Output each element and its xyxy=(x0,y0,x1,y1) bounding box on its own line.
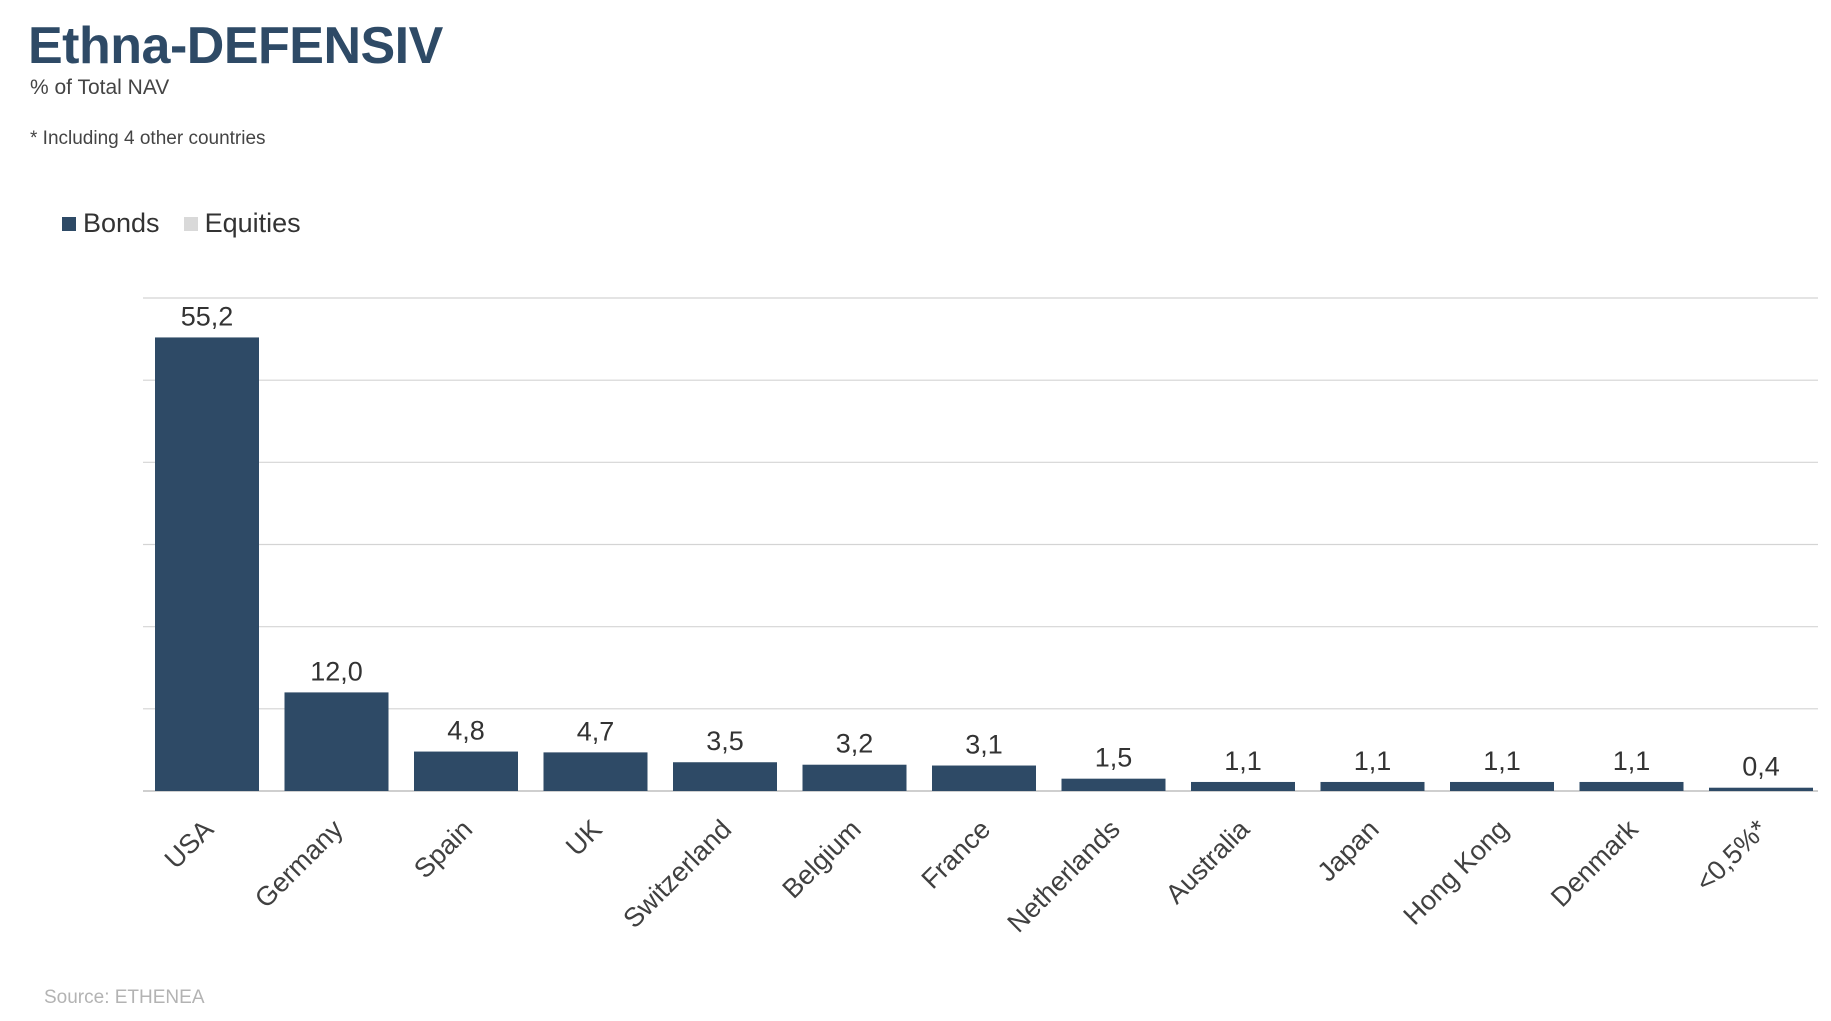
x-tick-label: Australia xyxy=(1160,813,1256,909)
bar-spain xyxy=(414,751,518,791)
legend-label-equities: Equities xyxy=(204,208,301,238)
chart-title: Ethna-DEFENSIV xyxy=(28,17,443,75)
legend-item-bonds: Bonds xyxy=(62,208,160,239)
bar-france xyxy=(932,765,1036,791)
data-label: 1,1 xyxy=(1224,746,1262,776)
bar-usa xyxy=(155,337,259,791)
bar-germany xyxy=(284,692,389,791)
legend-swatch-bonds xyxy=(62,216,76,231)
bar-netherlands xyxy=(1061,778,1166,791)
bar-belgium xyxy=(802,764,907,791)
data-label: 3,2 xyxy=(836,729,874,759)
chart-footnote: * Including 4 other countries xyxy=(30,128,266,149)
legend-swatch-equities xyxy=(183,216,198,231)
x-tick-label: Belgium xyxy=(777,814,867,904)
legend-label-bonds: Bonds xyxy=(83,208,160,238)
bar-switzerland xyxy=(673,762,777,791)
x-tick-label: Hong Kong xyxy=(1397,814,1514,931)
bar-uk xyxy=(543,752,648,791)
x-tick-label: Switzerland xyxy=(617,814,737,934)
x-tick-label: Japan xyxy=(1312,814,1385,887)
data-label: 4,7 xyxy=(577,716,615,746)
bar-0-5 xyxy=(1709,787,1813,791)
data-label: 3,1 xyxy=(965,730,1003,760)
x-tick-label: <0,5%* xyxy=(1690,814,1774,898)
data-label: 3,5 xyxy=(706,726,744,756)
chart-subtitle: % of Total NAV xyxy=(30,76,170,99)
source-note: Source: ETHENEA xyxy=(44,987,205,1008)
chart-legend: Bonds Equities xyxy=(62,208,325,239)
bar-hong-kong xyxy=(1450,781,1554,791)
data-label: 1,1 xyxy=(1483,746,1521,776)
legend-item-equities: Equities xyxy=(183,208,301,239)
data-label: 1,1 xyxy=(1613,746,1651,776)
x-tick-label: Netherlands xyxy=(1002,814,1126,938)
data-label: 4,8 xyxy=(447,716,485,746)
data-label: 55,2 xyxy=(181,301,234,331)
data-label: 0,4 xyxy=(1742,752,1780,782)
x-tick-label: USA xyxy=(159,814,219,874)
data-label: 1,5 xyxy=(1095,743,1133,773)
x-tick-label: France xyxy=(916,814,997,895)
x-tick-label: Germany xyxy=(249,814,349,914)
bar-japan xyxy=(1320,781,1425,791)
data-label: 1,1 xyxy=(1354,746,1392,776)
x-tick-label: Spain xyxy=(408,814,478,884)
data-label: 12,0 xyxy=(310,656,363,686)
bar-denmark xyxy=(1579,781,1684,791)
bar-australia xyxy=(1191,781,1295,791)
x-tick-label: UK xyxy=(560,814,608,862)
x-tick-label: Denmark xyxy=(1545,814,1644,913)
